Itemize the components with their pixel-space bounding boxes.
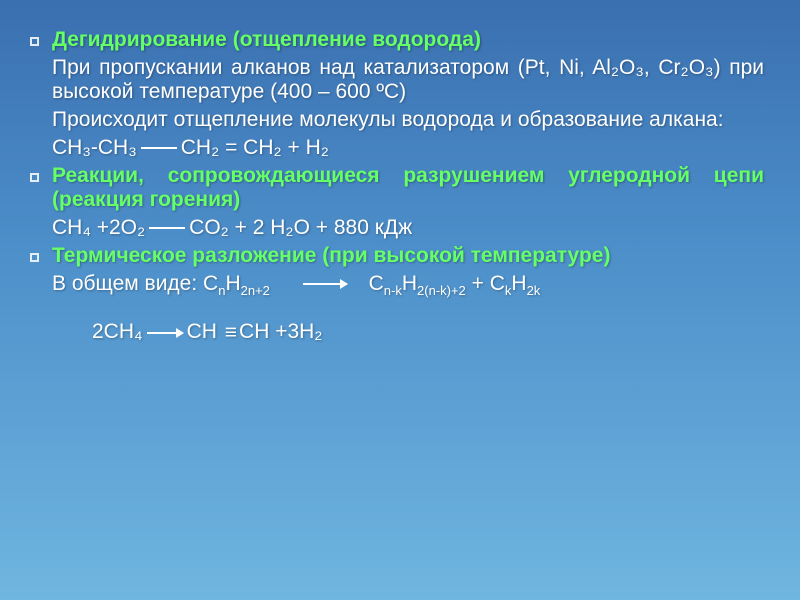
- general-right: Cn-kH2(n-k)+2 + CkH2k: [369, 272, 541, 295]
- thermal-heading-text: Термическое разложение (при высокой темп…: [52, 244, 610, 267]
- general-left: CnH2n+2: [203, 272, 270, 295]
- arrow-icon: [303, 283, 347, 285]
- equation-decomp: 2CH₄ CH ≡CH +3H₂: [52, 320, 764, 345]
- general-label: В общем виде:: [52, 272, 203, 295]
- arrow-icon: [141, 147, 177, 149]
- general-form-line: В общем виде: CnH2n+2 Cn-kH2(n-k)+2 + Ck…: [52, 272, 764, 298]
- slide-title: Дегидрирование (отщепление водорода): [52, 28, 764, 52]
- arrow-icon: [149, 227, 185, 229]
- eq1-left: CH₃-CH₃: [52, 136, 137, 159]
- intro-paragraph-2: Происходит отщепление молекулы водорода …: [52, 108, 764, 132]
- slide: Дегидрирование (отщепление водорода) При…: [0, 0, 800, 600]
- equation-dehydro: CH₃-CH₃ CH₂ = CH₂ + H₂: [52, 136, 764, 160]
- eq-last-right-a: CH: [187, 320, 223, 343]
- triple-bond-icon: ≡: [225, 321, 237, 345]
- eq-last-left: 2CH₄: [92, 320, 143, 343]
- eq1-right: CH₂ = CH₂ + H₂: [181, 136, 329, 159]
- reaction-heading-text: Реакции, сопровождающиеся разрушением уг…: [52, 164, 764, 211]
- equation-combustion: CH₄ +2O₂ CO₂ + 2 H₂O + 880 кДж: [52, 216, 764, 240]
- arrow-icon: [147, 332, 183, 334]
- thermal-heading: Термическое разложение (при высокой темп…: [52, 244, 764, 268]
- eq-last-right-b: CH +3H₂: [239, 320, 322, 343]
- eq2-right: CO₂ + 2 H₂O + 880 кДж: [189, 216, 412, 239]
- eq2-left: CH₄ +2O₂: [52, 216, 145, 239]
- intro-paragraph-1: При пропускании алканов над катализаторо…: [52, 56, 764, 104]
- reaction-heading: Реакции, сопровождающиеся разрушением уг…: [52, 164, 764, 212]
